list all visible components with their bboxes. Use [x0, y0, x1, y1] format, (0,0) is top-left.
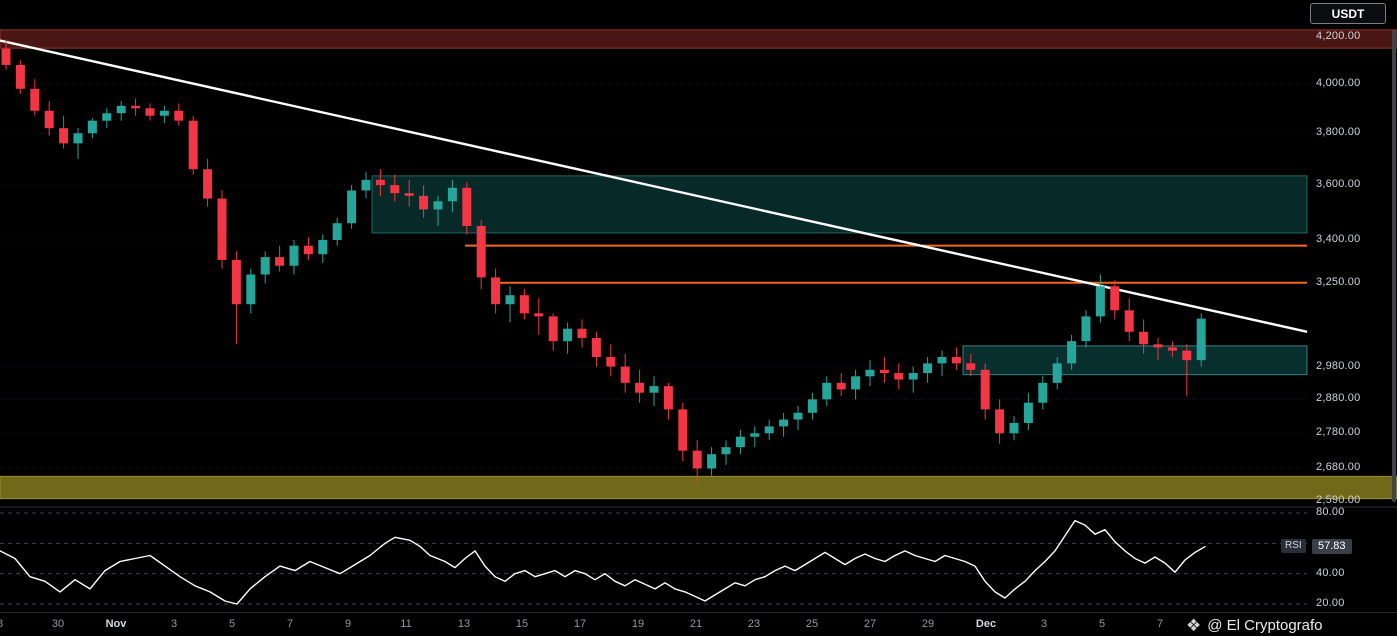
watermark: ❖ @ El Cryptografo — [1180, 614, 1329, 636]
rsi-value-badge: 57.83 — [1312, 538, 1352, 554]
zones-layer — [0, 29, 1397, 500]
time-axis-label: 7 — [286, 618, 294, 630]
price-axis-label: 3,400.00 — [1316, 233, 1361, 245]
supply-zone-3425-3635[interactable] — [371, 175, 1308, 234]
time-axis-label: 9 — [344, 618, 352, 630]
time-axis-label: 29 — [921, 618, 935, 630]
time-axis-label: 3 — [1040, 618, 1048, 630]
watermark-text: @ El Cryptografo — [1207, 616, 1323, 634]
time-axis-label: 11 — [400, 618, 412, 630]
price-axis-label: 2,880.00 — [1316, 392, 1361, 405]
pane-resize-handle[interactable] — [0, 505, 1397, 509]
symbol-currency-button[interactable]: USDT — [1310, 3, 1386, 24]
time-axis-label: 5 — [228, 618, 236, 630]
time-axis-label: 3 — [170, 618, 178, 630]
rsi-axis-label: 20.00 — [1316, 597, 1345, 610]
price-axis[interactable]: USDT 3,132.58 03:51:31 4,200.004,000.003… — [1308, 0, 1397, 612]
time-axis-label: 15 — [515, 618, 529, 630]
time-axis-label: 30 — [51, 618, 65, 630]
rsi-axis-label: 80.00 — [1316, 506, 1345, 518]
time-axis-label: 7 — [1156, 618, 1164, 630]
time-axis-label: 13 — [457, 618, 471, 630]
time-axis-label: 19 — [631, 618, 645, 630]
price-axis-label: 2,980.00 — [1316, 359, 1361, 372]
price-axis-label: 2,590.00 — [1316, 494, 1361, 507]
price-axis-label: 4,200.00 — [1316, 30, 1361, 43]
candles-layer — [1, 39, 1206, 483]
levels-layer — [465, 244, 1307, 284]
descending-trendline[interactable] — [0, 39, 1308, 333]
price-axis-label: 3,250.00 — [1316, 276, 1361, 289]
resistance-zone-4150-4230[interactable] — [0, 29, 1397, 49]
rsi-axis-label: 40.00 — [1316, 566, 1345, 579]
rsi-pane — [0, 512, 1307, 605]
price-axis-label: 4,000.00 — [1316, 76, 1361, 89]
time-axis[interactable]: 830Nov357911131517192123252729Dec357911 — [0, 612, 1397, 636]
price-axis-label: 2,780.00 — [1316, 426, 1361, 439]
time-axis-label: 17 — [573, 618, 587, 630]
time-axis-label: 27 — [863, 618, 877, 630]
time-axis-label: Nov — [105, 618, 127, 630]
price-axis-label: 3,800.00 — [1316, 126, 1361, 139]
support-zone-2597-2658[interactable] — [0, 475, 1397, 500]
binance-diamond-icon: ❖ — [1186, 615, 1202, 635]
time-axis-label: 25 — [805, 618, 819, 630]
time-axis-label: 23 — [747, 618, 761, 630]
price-axis-scrollbar[interactable] — [1392, 30, 1396, 502]
time-axis-label: Dec — [975, 618, 997, 630]
price-axis-label: 3,600.00 — [1316, 178, 1361, 191]
time-axis-label: 5 — [1098, 618, 1106, 630]
price-axis-label: 2,680.00 — [1316, 461, 1361, 474]
rsi-label: RSI — [1281, 538, 1306, 553]
demand-zone-2955-3045[interactable] — [962, 345, 1308, 376]
candlestick-chart[interactable] — [0, 0, 1397, 612]
time-axis-label: 21 — [689, 618, 703, 630]
time-axis-label: 8 — [0, 618, 3, 630]
rsi-line — [0, 519, 1206, 605]
